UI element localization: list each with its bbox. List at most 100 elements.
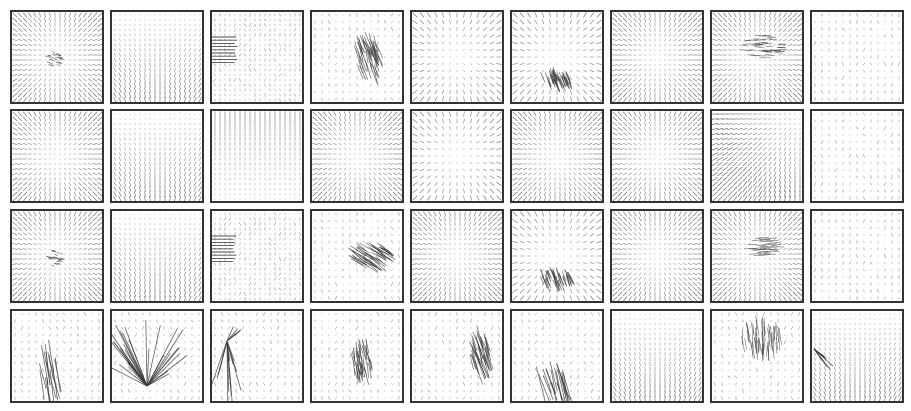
vector-stroke (752, 127, 758, 131)
vector-stroke (33, 121, 37, 127)
vector-stroke (12, 23, 18, 27)
vector-stroke (289, 93, 291, 97)
vector-stroke (683, 116, 687, 122)
vector-stroke (78, 172, 82, 176)
vector-stroke (692, 111, 698, 117)
vector-stroke (821, 134, 823, 136)
vector-stroke (738, 196, 743, 201)
vector-stroke (617, 97, 623, 102)
vector-stroke (441, 63, 445, 65)
vector-field-plot (113, 14, 202, 102)
vector-stroke (654, 153, 656, 155)
vector-stroke (92, 187, 98, 191)
vector-stroke (97, 17, 102, 23)
vector-stroke (722, 191, 728, 197)
vector-stroke (683, 196, 687, 201)
vector-stroke (92, 28, 98, 32)
vector-stroke (517, 127, 523, 131)
vector-stroke (828, 120, 830, 122)
vector-stroke (38, 142, 42, 146)
vector-stroke (273, 13, 277, 17)
vector-stroke (752, 123, 758, 125)
vector-stroke (129, 48, 131, 52)
vector-stroke (712, 92, 718, 98)
vector-stroke (184, 123, 186, 125)
vector-stroke (144, 186, 146, 192)
vector-stroke (179, 48, 181, 52)
vector-stroke (749, 28, 751, 32)
vector-stroke (139, 195, 141, 201)
vector-stroke (476, 140, 480, 144)
vector-stroke (758, 142, 762, 146)
vector-stroke (884, 28, 886, 30)
vector-stroke (664, 186, 666, 192)
vector-stroke (842, 34, 844, 38)
vector-stroke (259, 88, 261, 92)
vector-stroke (49, 57, 54, 60)
vector-stroke (23, 127, 27, 131)
vector-stroke (73, 49, 77, 51)
vector-stroke (49, 68, 51, 72)
vector-stroke (773, 51, 783, 54)
vector-stroke (712, 64, 718, 66)
vector-stroke (194, 127, 196, 131)
vector-stroke (48, 158, 52, 160)
vector-stroke (564, 163, 566, 165)
vector-stroke (549, 111, 551, 117)
vector-stroke (476, 34, 480, 38)
vector-stroke (612, 172, 618, 176)
vector-stroke (668, 28, 672, 32)
vector-stroke (392, 172, 398, 176)
vector-stroke (552, 72, 559, 87)
vector-stroke (23, 92, 27, 98)
vector-stroke (449, 133, 451, 137)
vector-stroke (419, 69, 425, 73)
vector-stroke (364, 121, 366, 127)
vector-stroke (633, 111, 637, 117)
vector-stroke (732, 171, 738, 177)
vector-stroke (144, 77, 146, 83)
vector-stroke (678, 127, 682, 131)
vector-stroke (778, 186, 782, 192)
vector-stroke (891, 55, 893, 59)
vector-stroke (144, 67, 146, 73)
vector-stroke (664, 111, 666, 117)
vector-stroke (744, 39, 753, 41)
vector-stroke (587, 127, 593, 131)
vector-stroke (17, 97, 23, 102)
vector-stroke (63, 148, 67, 150)
vector-stroke (22, 68, 28, 72)
vector-stroke (617, 73, 623, 77)
vector-stroke (747, 142, 753, 146)
vector-stroke (234, 43, 236, 47)
vector-stroke (883, 126, 887, 130)
vector-stroke (512, 172, 518, 176)
vector-stroke (743, 33, 747, 37)
vector-stroke (649, 22, 651, 28)
vector-stroke (289, 53, 291, 57)
vector-stroke (378, 127, 382, 131)
vector-stroke (193, 171, 197, 177)
vector-stroke (299, 63, 301, 67)
vector-stroke (194, 43, 196, 47)
vector-stroke (68, 191, 72, 197)
vector-stroke (749, 49, 757, 51)
vector-stroke (183, 92, 187, 98)
vector-stroke (234, 23, 236, 27)
vector-stroke (53, 53, 58, 56)
vector-stroke (313, 48, 317, 52)
vector-stroke (384, 20, 386, 24)
vector-stroke (376, 43, 384, 59)
vector-stroke (849, 20, 851, 24)
vector-stroke (783, 92, 787, 98)
vector-stroke (179, 77, 181, 83)
vector-stroke (538, 172, 542, 176)
vector-stroke (59, 62, 63, 65)
vector-stroke (763, 127, 767, 131)
vector-stroke (643, 38, 647, 42)
vector-stroke (323, 127, 327, 131)
vector-stroke (753, 191, 757, 197)
vector-stroke (692, 17, 698, 23)
vector-stroke (648, 158, 652, 160)
vector-stroke (343, 177, 347, 181)
